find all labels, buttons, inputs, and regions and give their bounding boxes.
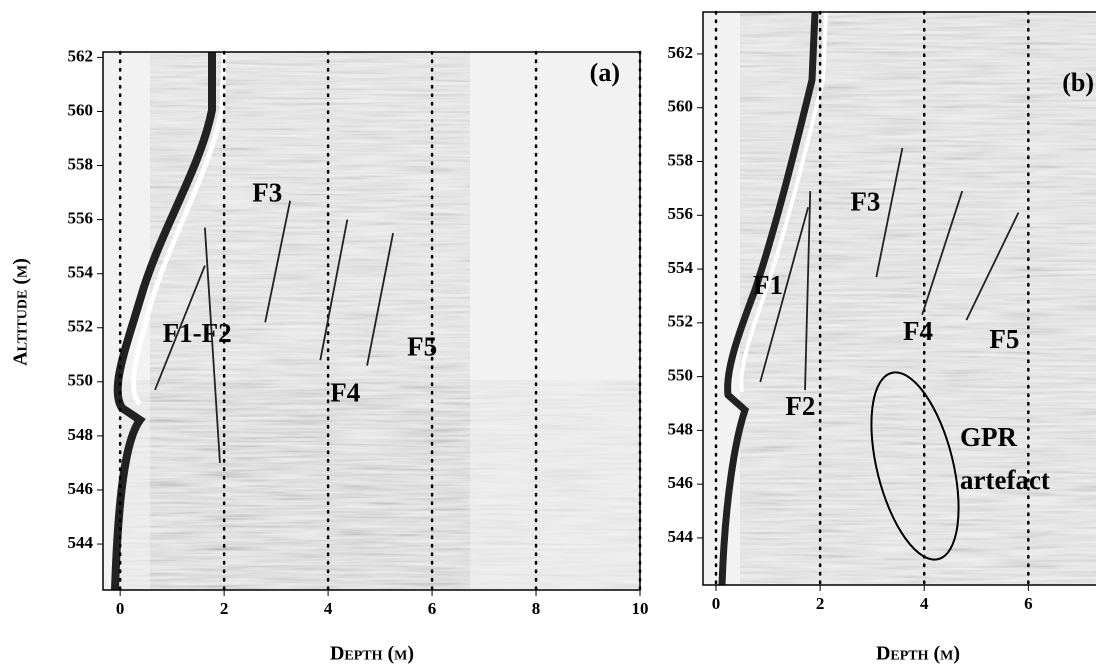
y-axis-label: Altitude (m)	[10, 258, 32, 366]
fault-label: F1	[753, 270, 783, 300]
fault-label: F5	[989, 324, 1019, 354]
x-tick-label: 4	[920, 594, 929, 613]
y-tick-label: 556	[668, 204, 694, 223]
fault-line	[759, 206, 810, 383]
y-tick-label: 550	[68, 371, 94, 390]
x-tick-label: 4	[324, 599, 333, 618]
x-tick-label: 6	[1024, 594, 1033, 613]
y-tick-label: 562	[68, 46, 94, 65]
fault-line	[804, 191, 812, 391]
y-tick-label: 544	[668, 527, 694, 546]
panel-title: (a)	[590, 58, 620, 87]
y-tick-label: 546	[68, 479, 94, 498]
x-tick-label: 0	[712, 594, 721, 613]
note-text: artefact	[960, 465, 1050, 495]
fault-line	[366, 232, 394, 366]
y-tick-label: 546	[668, 473, 694, 492]
plot-frame	[702, 11, 1096, 586]
fault-line	[875, 147, 904, 278]
fault-line	[319, 219, 349, 361]
note-text: GPR	[960, 422, 1017, 452]
radargram-image	[703, 12, 1096, 585]
fault-label: F3	[850, 187, 880, 217]
y-tick-label: 552	[668, 312, 694, 331]
fault-label: F4	[903, 316, 933, 346]
x-axis-label: Depth (m)	[876, 643, 960, 665]
y-tick-label: 558	[668, 150, 694, 169]
fault-label: F4	[330, 378, 360, 408]
y-tick-label: 560	[668, 97, 694, 116]
y-tick-label: 562	[668, 43, 694, 62]
artefact-ellipse	[870, 371, 960, 561]
fault-line	[965, 212, 1020, 321]
fault-line	[203, 227, 221, 463]
y-tick-label: 558	[68, 154, 94, 173]
x-tick-label: 10	[632, 599, 649, 618]
x-tick-label: 8	[532, 599, 541, 618]
y-tick-label: 552	[68, 317, 94, 336]
y-tick-label: 560	[68, 100, 94, 119]
x-tick-label: 2	[220, 599, 229, 618]
y-tick-label: 554	[668, 258, 694, 277]
fault-label: F2	[785, 391, 815, 421]
x-tick-label: 6	[428, 599, 437, 618]
y-tick-label: 554	[68, 263, 94, 282]
y-tick-label: 544	[68, 533, 94, 552]
fault-label: F5	[407, 332, 437, 362]
plot-frame	[102, 51, 641, 591]
radargram-image	[103, 52, 640, 590]
y-tick-label: 556	[68, 209, 94, 228]
fault-label: F1-F2	[163, 318, 232, 348]
x-tick-label: 2	[816, 594, 825, 613]
fault-line	[154, 265, 206, 391]
y-tick-label: 548	[68, 425, 94, 444]
y-tick-label: 548	[668, 419, 694, 438]
x-axis-label: Depth (m)	[330, 643, 414, 665]
y-tick-label: 550	[668, 366, 694, 385]
panel-title: (b)	[1062, 68, 1094, 97]
x-tick-label: 0	[116, 599, 125, 618]
fault-line	[921, 190, 964, 316]
fault-label: F3	[252, 177, 282, 207]
fault-line	[264, 200, 292, 323]
